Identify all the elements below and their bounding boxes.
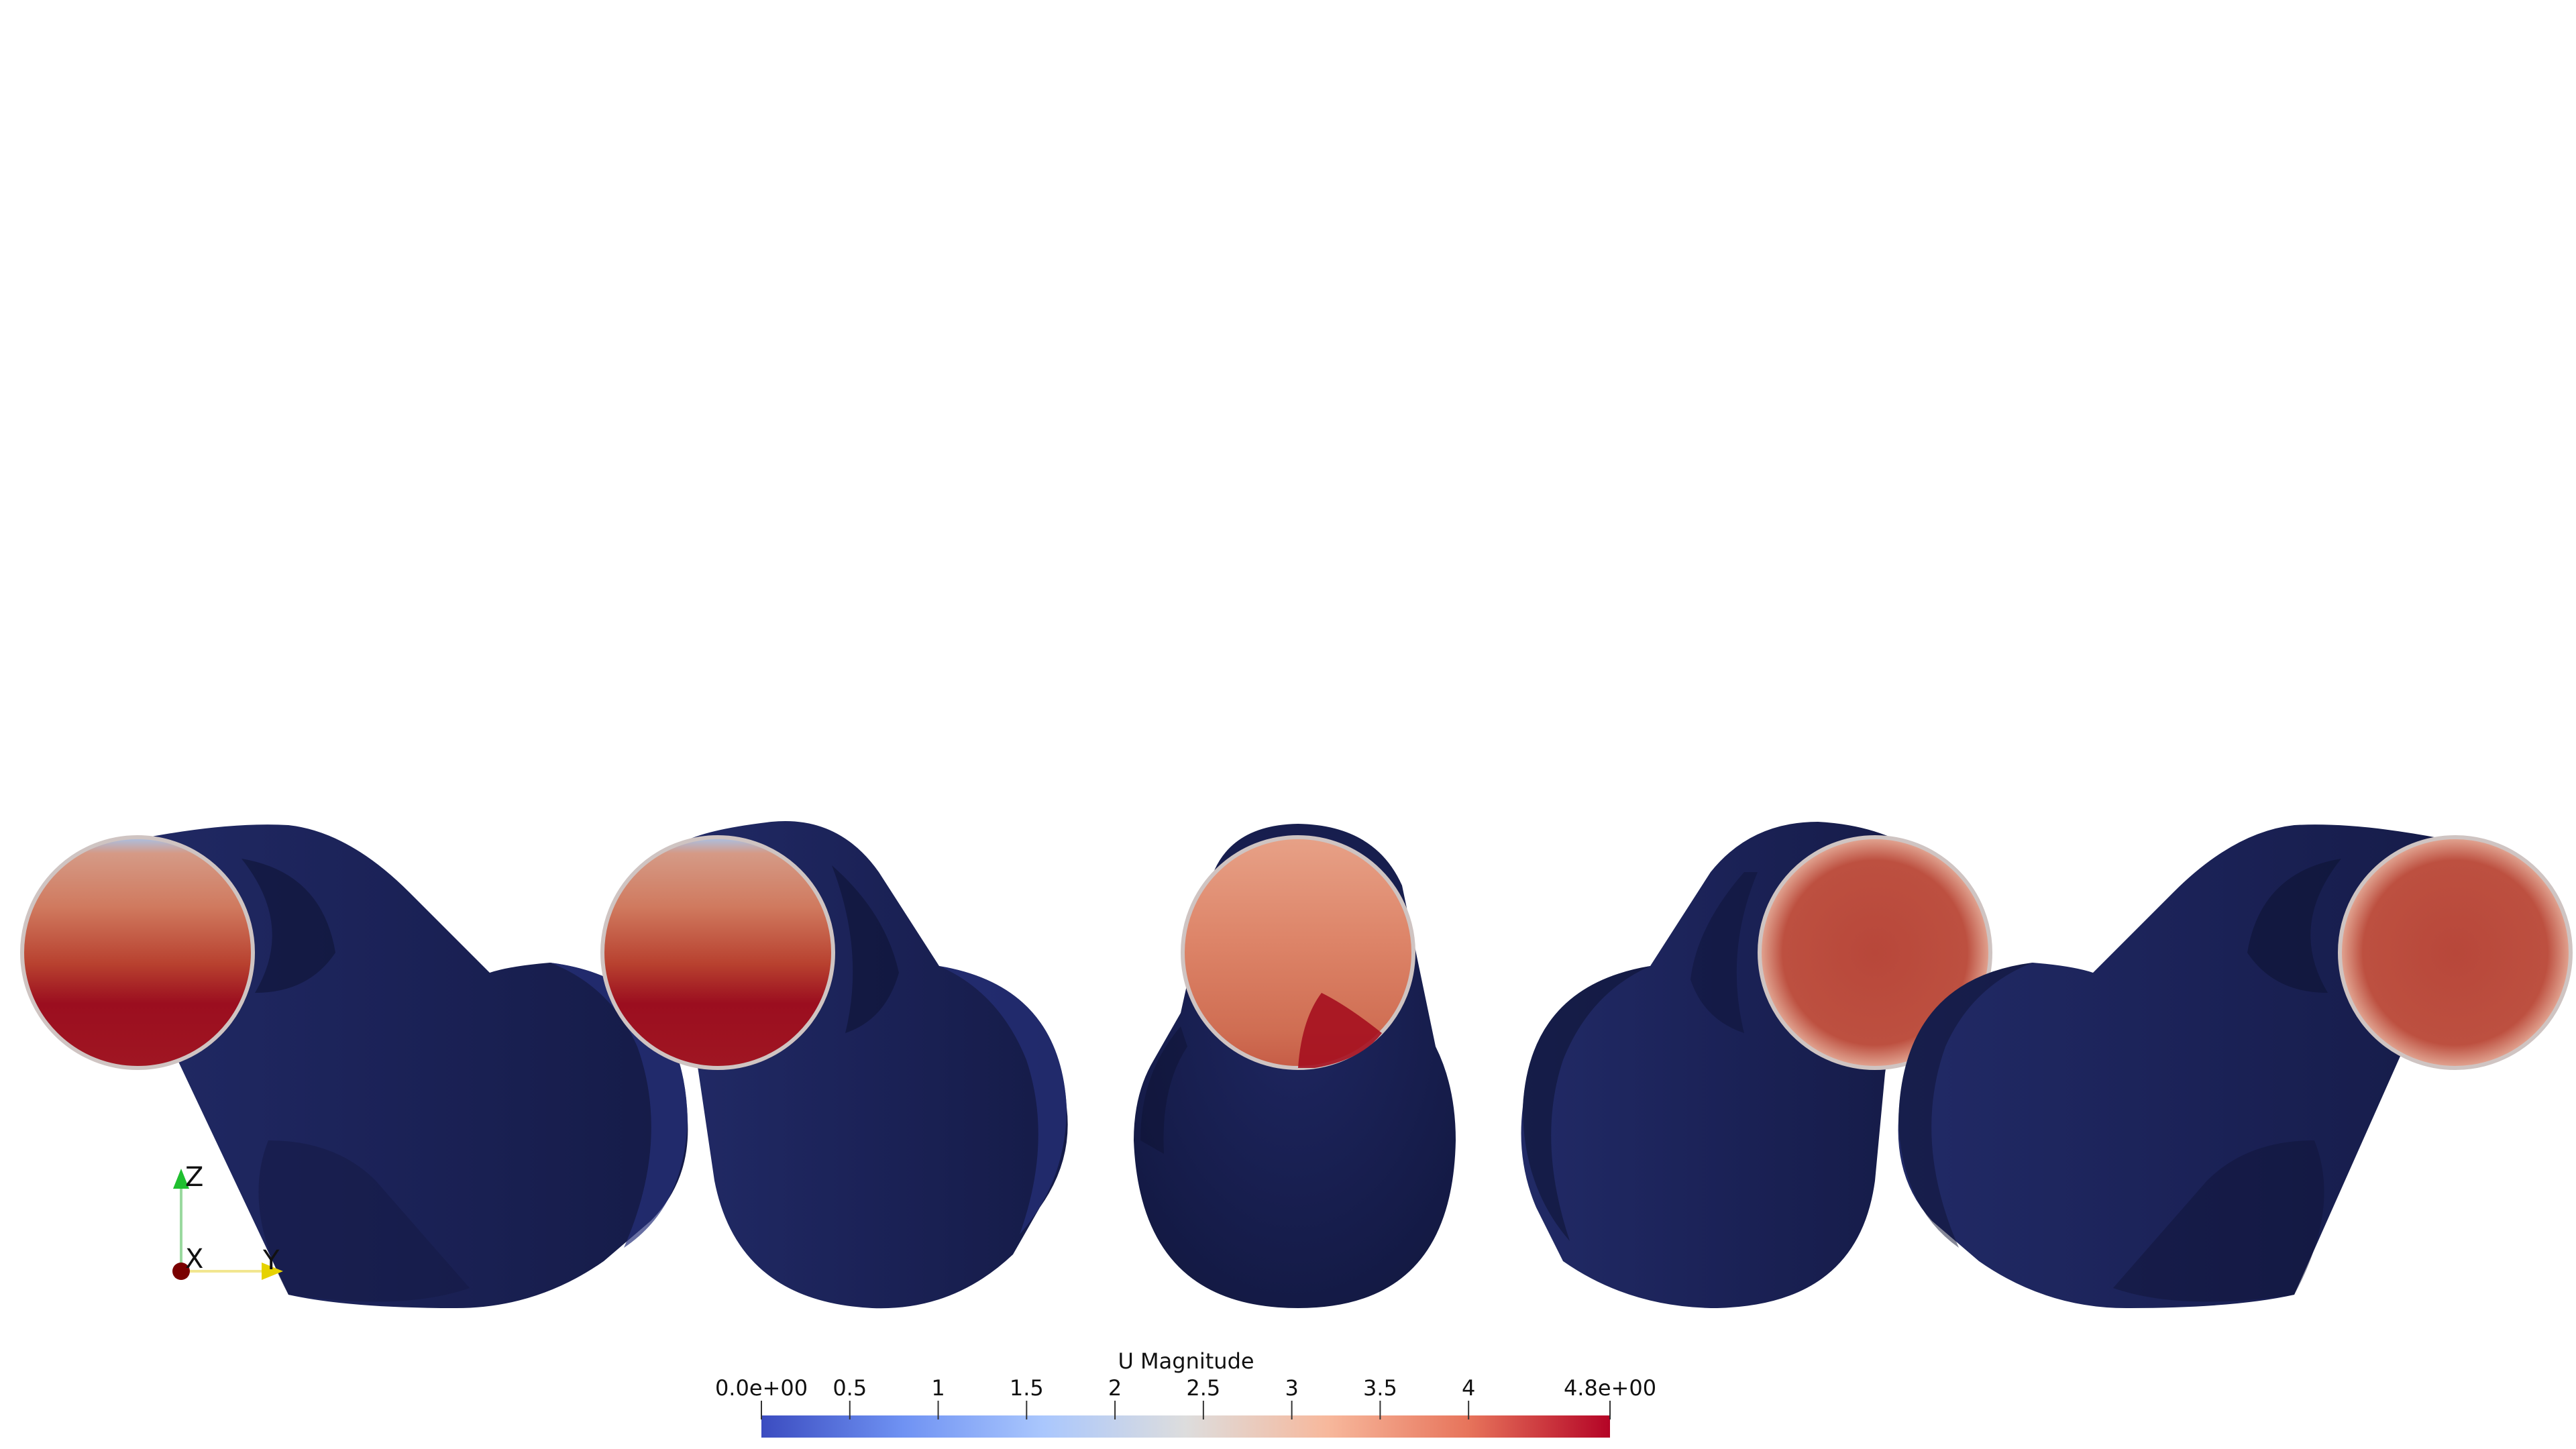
pipe-5[interactable]	[1898, 824, 2573, 1308]
colorbar-gradient	[761, 1415, 1610, 1438]
outlet-face-4	[1758, 835, 1992, 1070]
pipe-3[interactable]	[1134, 824, 1456, 1308]
color-legend	[761, 1401, 1611, 1438]
outlet-face-1	[20, 835, 255, 1070]
z-axis-arrow-icon	[173, 1169, 189, 1189]
orientation-axes	[172, 1169, 283, 1280]
outlet-face-5	[2338, 835, 2573, 1070]
y-axis-arrow-icon	[262, 1263, 283, 1280]
colorbar-ticks	[761, 1401, 1611, 1419]
pipe-4[interactable]	[1521, 822, 1992, 1308]
x-axis-dot-icon	[172, 1263, 190, 1280]
pipe-2[interactable]	[600, 820, 1068, 1309]
outlet-face-2	[600, 835, 835, 1070]
pipe-1[interactable]	[20, 824, 688, 1308]
